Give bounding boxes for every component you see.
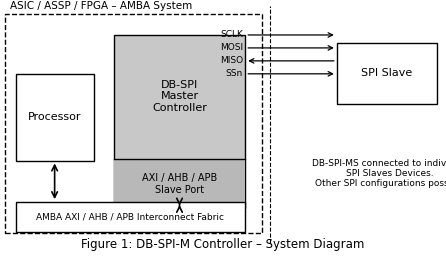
Text: SSn: SSn — [226, 69, 243, 78]
Text: Processor: Processor — [28, 112, 81, 122]
Bar — [16, 202, 245, 232]
Text: MISO: MISO — [220, 56, 243, 65]
Text: Figure 1: DB-SPI-M Controller – System Diagram: Figure 1: DB-SPI-M Controller – System D… — [81, 238, 365, 251]
Text: DB-SPI
Master
Controller: DB-SPI Master Controller — [152, 80, 207, 113]
Text: AXI / AHB / APB
Slave Port: AXI / AHB / APB Slave Port — [142, 173, 217, 195]
Text: MOSI: MOSI — [220, 44, 243, 52]
Bar — [114, 35, 245, 208]
Bar — [337, 43, 437, 104]
Text: SCLK: SCLK — [220, 31, 243, 39]
Text: DB-SPI-MS connected to individual
SPI Slaves Devices.
Other SPI configurations p: DB-SPI-MS connected to individual SPI Sl… — [312, 159, 446, 189]
Bar — [5, 14, 262, 233]
Text: SPI Slave: SPI Slave — [361, 68, 413, 78]
Bar — [16, 74, 94, 161]
Text: AMBA AXI / AHB / APB Interconnect Fabric: AMBA AXI / AHB / APB Interconnect Fabric — [37, 212, 224, 221]
Text: ASIC / ASSP / FPGA – AMBA System: ASIC / ASSP / FPGA – AMBA System — [10, 1, 192, 11]
Bar — [114, 159, 245, 208]
